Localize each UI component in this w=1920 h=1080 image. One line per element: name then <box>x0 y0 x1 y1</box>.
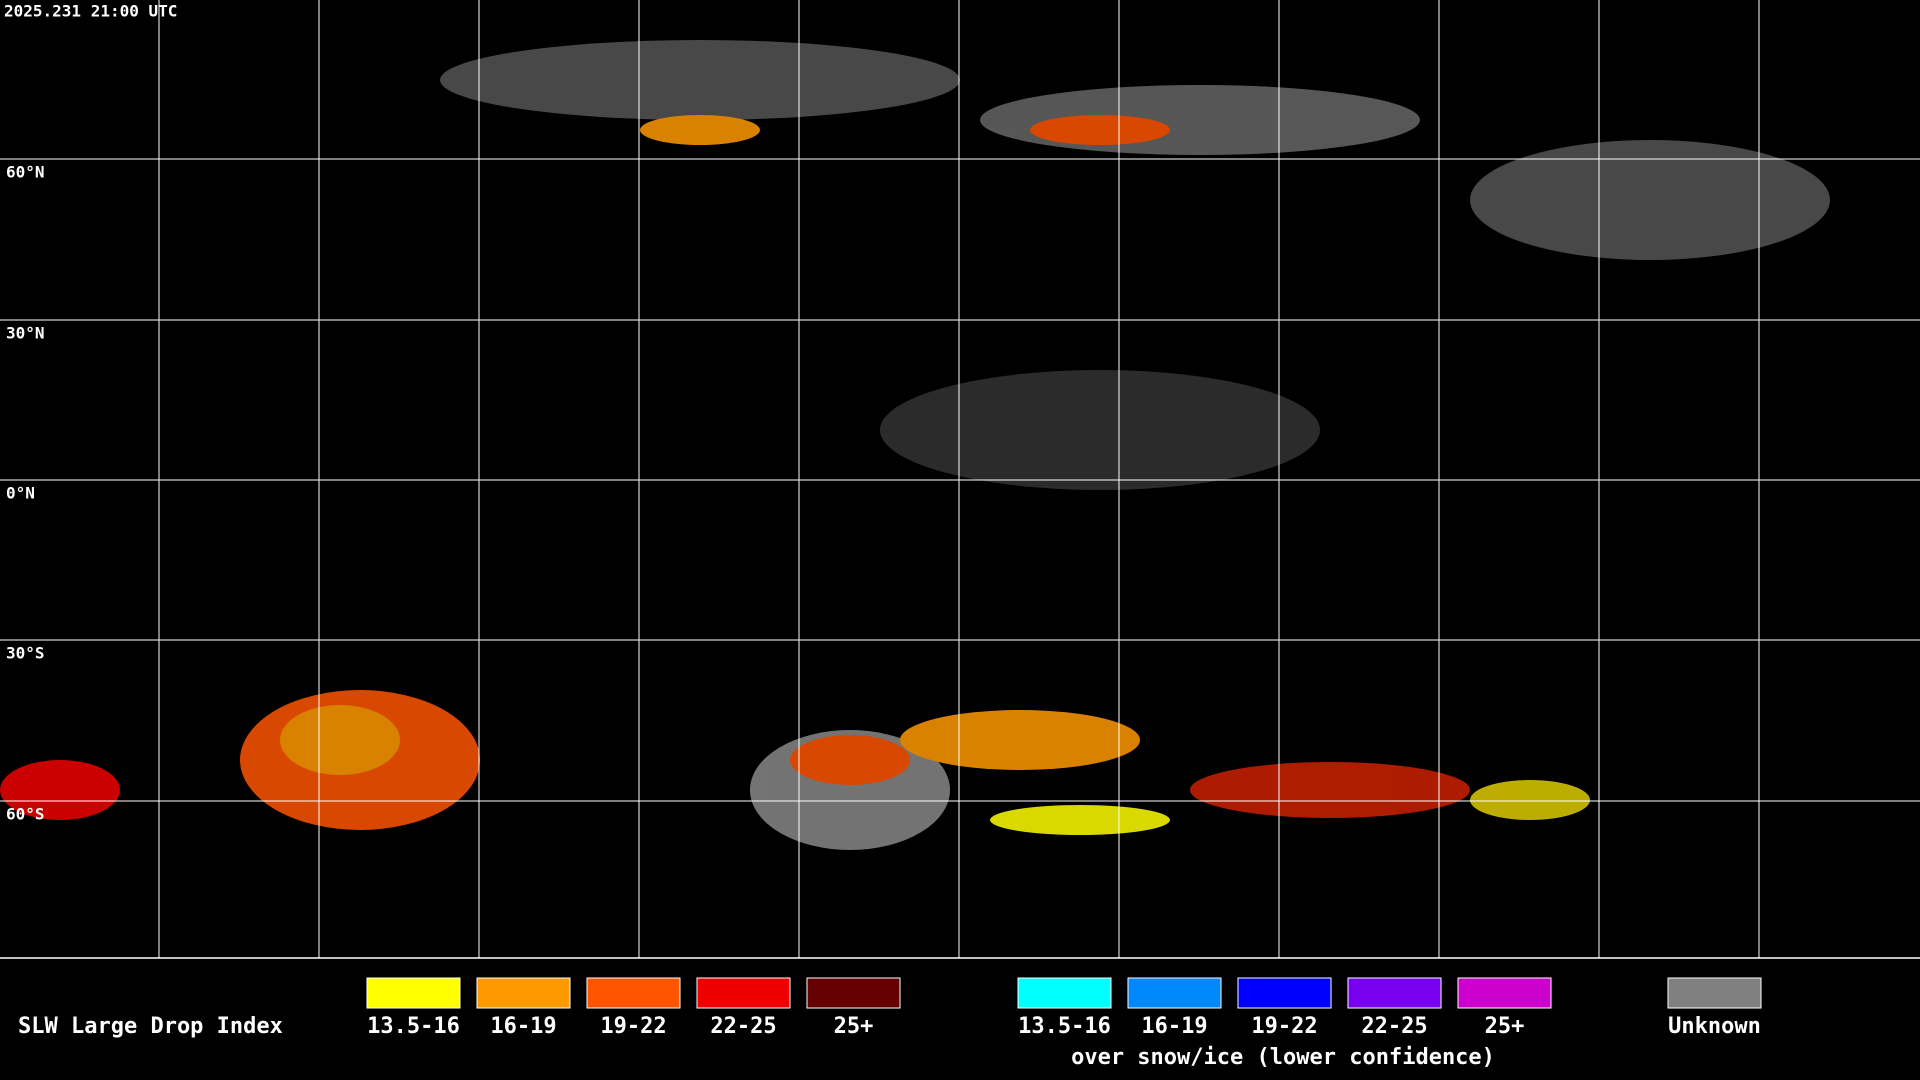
latitude-label: 0°N <box>6 484 35 503</box>
legend-label: 19-22 <box>600 1014 666 1039</box>
legend-label: 16-19 <box>490 1014 556 1039</box>
cloud-patch <box>640 115 760 145</box>
cloud-patch <box>990 805 1170 835</box>
legend-label: 25+ <box>834 1014 874 1039</box>
latitude-label: 30°S <box>6 644 45 663</box>
cloud-patch <box>1030 115 1170 145</box>
cloud-patch <box>790 735 910 785</box>
latitude-label: 60°S <box>6 805 45 824</box>
cloud-patch <box>1190 762 1470 818</box>
legend-swatch <box>476 977 571 1009</box>
legend-swatch <box>1457 977 1552 1009</box>
cloud-patch <box>1470 780 1590 820</box>
cloud-patch <box>880 370 1320 490</box>
legend-label: 16-19 <box>1141 1014 1207 1039</box>
legend-swatch <box>806 977 901 1009</box>
legend-swatch <box>1127 977 1222 1009</box>
legend-label: 25+ <box>1485 1014 1525 1039</box>
cloud-patch <box>1470 140 1830 260</box>
cloud-patch <box>0 760 120 820</box>
legend-label: 13.5-16 <box>1018 1014 1111 1039</box>
cloud-patch <box>900 710 1140 770</box>
cloud-field <box>0 40 1830 850</box>
legend-label: 19-22 <box>1251 1014 1317 1039</box>
legend-swatch <box>1237 977 1332 1009</box>
legend-swatch <box>586 977 681 1009</box>
legend-title: SLW Large Drop Index <box>18 1014 283 1039</box>
cloud-patch <box>440 40 960 120</box>
latitude-labels: 60°N 30°N 0°N 30°S 60°S <box>6 163 45 824</box>
legend-label: 22-25 <box>1361 1014 1427 1039</box>
legend: SLW Large Drop Index over snow/ice (lowe… <box>18 977 1762 1070</box>
latitude-label: 30°N <box>6 324 45 343</box>
legend-caption: over snow/ice (lower confidence) <box>1071 1045 1495 1070</box>
legend-label: 22-25 <box>710 1014 776 1039</box>
legend-label: 13.5-16 <box>367 1014 460 1039</box>
latitude-label: 60°N <box>6 163 45 182</box>
legend-swatch <box>1347 977 1442 1009</box>
legend-swatch <box>366 977 461 1009</box>
graticule <box>0 0 1920 958</box>
timestamp: 2025.231 21:00 UTC <box>4 2 177 21</box>
legend-swatch <box>696 977 791 1009</box>
legend-label: Unknown <box>1668 1014 1761 1039</box>
cloud-patch <box>280 705 400 775</box>
cloud-patch <box>980 85 1420 155</box>
legend-swatch <box>1017 977 1112 1009</box>
legend-swatch <box>1667 977 1762 1009</box>
